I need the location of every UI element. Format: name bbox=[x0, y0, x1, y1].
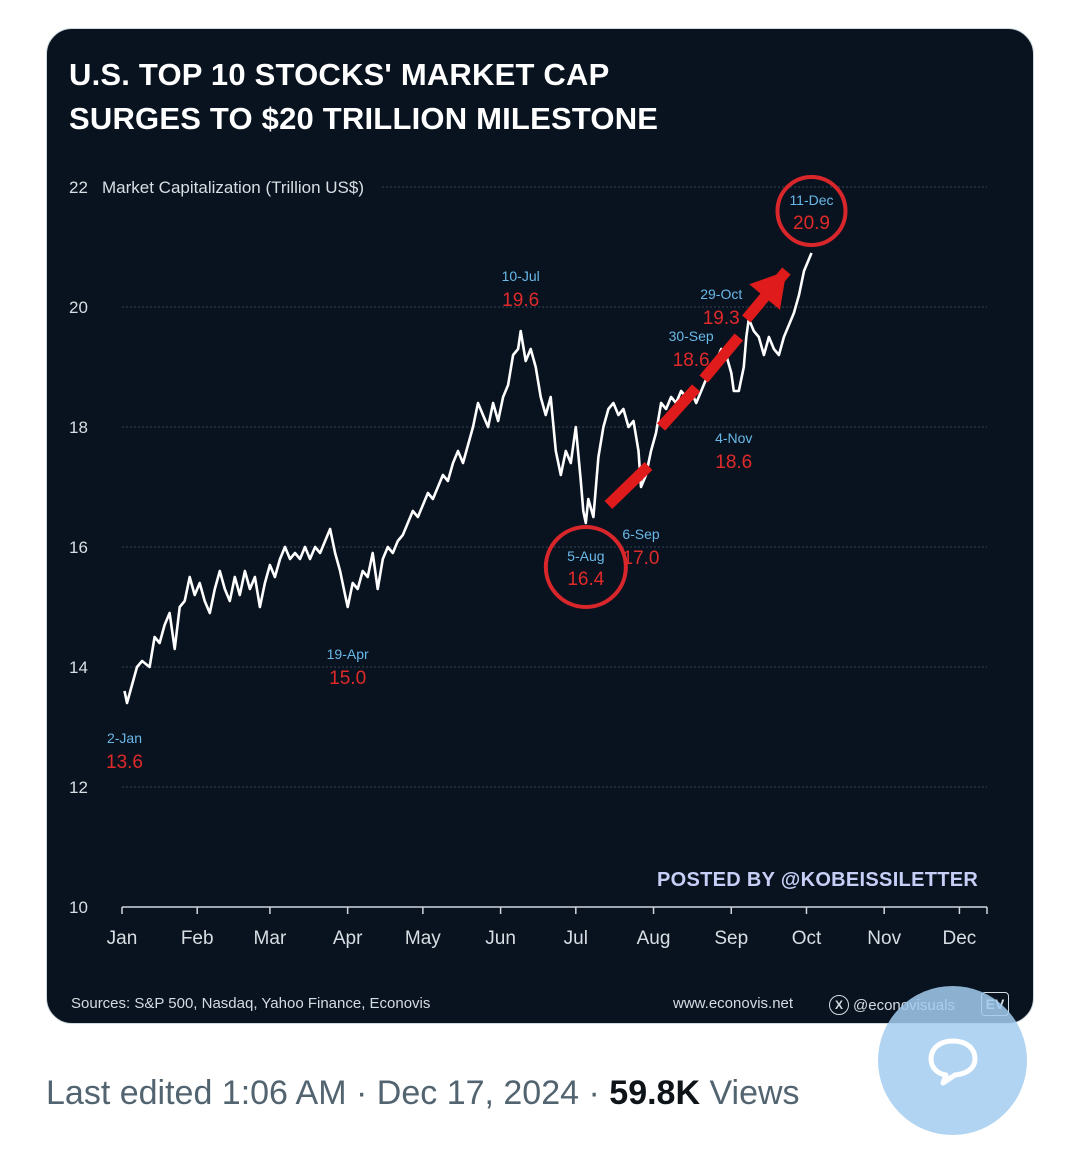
x-tick-label: Nov bbox=[867, 928, 901, 949]
y-tick-label: 18 bbox=[69, 418, 88, 437]
annotation-date: 6-Sep bbox=[622, 526, 660, 542]
website-text: www.econovis.net bbox=[673, 995, 794, 1012]
y-axis-title: Market Capitalization (Trillion US$) bbox=[102, 178, 364, 197]
x-tick-label: Aug bbox=[637, 928, 671, 949]
x-tick-label: Sep bbox=[714, 928, 748, 949]
chat-bubble-icon bbox=[928, 1038, 977, 1085]
x-tick-label: Jul bbox=[564, 928, 588, 949]
x-tick-label: Feb bbox=[181, 928, 214, 949]
x-tick-label: Mar bbox=[254, 928, 287, 949]
x-tick-label: Jun bbox=[485, 928, 516, 949]
trend-arrowhead bbox=[749, 271, 787, 310]
market-cap-chart: 10 12 14 16 18 20 22 Market Capitalization (Tri… bbox=[69, 175, 988, 949]
y-tick-label: 14 bbox=[69, 658, 88, 677]
sources-text: Sources: S&P 500, Nasdaq, Yahoo Finance,… bbox=[71, 995, 431, 1012]
annotation-date: 4-Nov bbox=[715, 430, 752, 446]
posted-by-watermark: POSTED BY @KOBEISSILETTER bbox=[657, 869, 979, 891]
edited-label: Last edited 1:06 AM bbox=[46, 1074, 347, 1112]
annotation-value: 20.9 bbox=[793, 213, 830, 234]
x-tick-label: Jan bbox=[107, 928, 138, 949]
annotation-value: 13.6 bbox=[106, 752, 143, 773]
annotation-date: 30-Sep bbox=[669, 328, 714, 344]
post-date: Dec 17, 2024 bbox=[376, 1074, 580, 1112]
chart-title-line1: U.S. TOP 10 STOCKS' MARKET CAP bbox=[69, 57, 610, 92]
annotation-date: 29-Oct bbox=[700, 286, 742, 302]
meta-separator: · bbox=[588, 1074, 600, 1112]
highlight-circle bbox=[775, 175, 848, 247]
annotation-value: 18.6 bbox=[715, 452, 752, 473]
chart-title-line2: SURGES TO $20 TRILLION MILESTONE bbox=[69, 101, 659, 136]
annotation-value: 19.3 bbox=[703, 308, 740, 329]
infographic-card[interactable]: 10 12 14 16 18 20 22 Market Capitalization (Tri… bbox=[46, 28, 1034, 1024]
highlight-circle bbox=[543, 525, 628, 609]
trend-arrow-segment bbox=[699, 333, 744, 383]
annotation-value: 15.0 bbox=[329, 668, 366, 689]
x-tick-label: Oct bbox=[792, 928, 822, 949]
y-tick-label: 10 bbox=[69, 898, 88, 917]
series-line bbox=[123, 252, 813, 705]
annotation-date: 10-Jul bbox=[502, 268, 540, 284]
annotation-value: 16.4 bbox=[567, 569, 604, 590]
post-metadata: Last edited 1:06 AM · Dec 17, 2024 · 59.… bbox=[46, 1074, 800, 1113]
meta-separator: · bbox=[356, 1074, 368, 1112]
views-count: 59.8K bbox=[609, 1074, 701, 1112]
annotation-date: 11-Dec bbox=[789, 192, 833, 208]
x-logo-icon: X bbox=[829, 995, 849, 1015]
x-tick-label: Apr bbox=[333, 928, 363, 949]
reply-button[interactable] bbox=[878, 986, 1027, 1135]
trend-arrow-segment bbox=[656, 384, 701, 431]
annotation-date: 19-Apr bbox=[327, 646, 369, 662]
annotation-date: 2-Jan bbox=[107, 730, 142, 746]
annotation-value: 17.0 bbox=[623, 548, 660, 569]
y-tick-label: 12 bbox=[69, 778, 88, 797]
annotation-value: 18.6 bbox=[673, 350, 710, 371]
trend-arrow-segment bbox=[604, 462, 653, 509]
views-label: Views bbox=[709, 1074, 800, 1112]
x-tick-label: Dec bbox=[943, 928, 977, 949]
annotation-value: 19.6 bbox=[502, 290, 539, 311]
y-tick-label: 16 bbox=[69, 538, 88, 557]
x-tick-label: May bbox=[405, 928, 441, 949]
y-tick-label: 22 bbox=[69, 178, 88, 197]
y-tick-label: 20 bbox=[69, 298, 88, 317]
annotation-date: 5-Aug bbox=[567, 548, 604, 564]
